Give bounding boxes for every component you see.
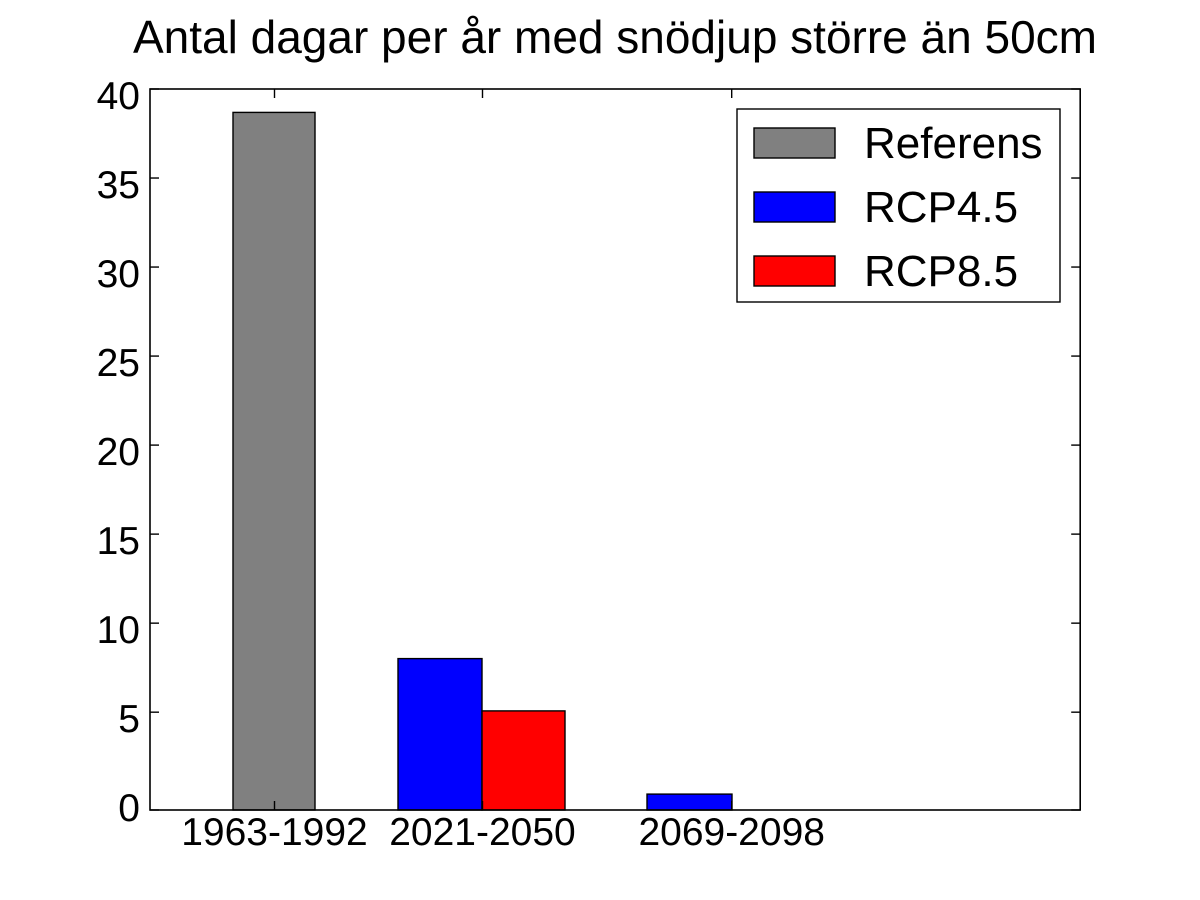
svg-text:35: 35 — [97, 164, 140, 207]
svg-text:Referens: Referens — [864, 119, 1043, 168]
svg-text:2021-2050: 2021-2050 — [389, 811, 576, 854]
svg-text:RCP4.5: RCP4.5 — [864, 183, 1018, 232]
svg-text:20: 20 — [97, 431, 140, 474]
svg-text:40: 40 — [97, 75, 140, 118]
svg-text:15: 15 — [97, 520, 140, 563]
svg-text:0: 0 — [118, 787, 140, 830]
svg-text:Antal dagar per år med snödjup: Antal dagar per år med snödjup större än… — [133, 11, 1097, 63]
svg-text:RCP8.5: RCP8.5 — [864, 247, 1018, 296]
svg-text:5: 5 — [118, 698, 140, 741]
svg-text:1963-1992: 1963-1992 — [181, 811, 368, 854]
svg-text:10: 10 — [97, 609, 140, 652]
svg-text:25: 25 — [97, 342, 140, 385]
svg-text:2069-2098: 2069-2098 — [638, 811, 825, 854]
svg-text:30: 30 — [97, 253, 140, 296]
